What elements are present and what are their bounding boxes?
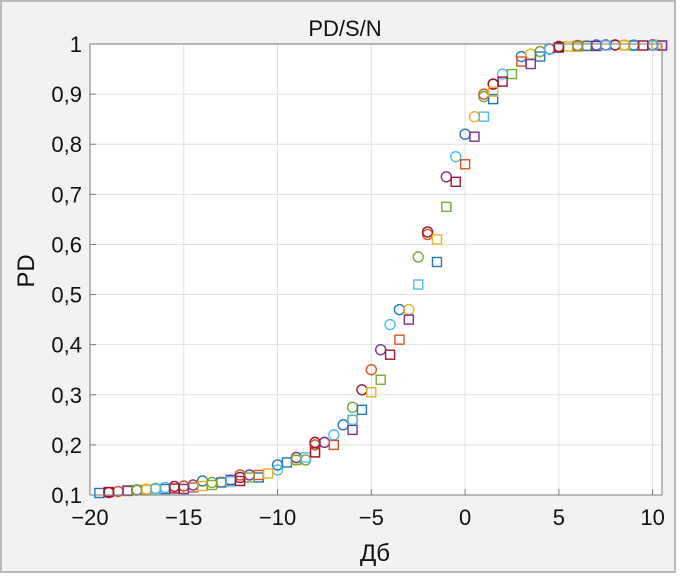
y-tick-label: 0,6 (51, 232, 82, 257)
data-point-square (506, 68, 518, 80)
plot-border (89, 43, 663, 496)
data-markers (94, 39, 668, 499)
data-point-square (450, 176, 461, 188)
data-point-square (497, 76, 508, 87)
chart-title: PD/S/N (308, 16, 381, 41)
data-point-square (150, 483, 161, 495)
data-point-circle (450, 151, 462, 163)
y-tick-label: 0,9 (51, 82, 82, 107)
data-point-square (347, 424, 358, 436)
data-point-square (131, 484, 143, 496)
data-point-square (534, 51, 546, 62)
data-point-square (572, 41, 583, 52)
data-point-square (328, 439, 340, 451)
data-point-circle (421, 226, 434, 238)
data-point-square (356, 404, 368, 416)
data-point-square (431, 234, 443, 245)
data-point-square (469, 131, 480, 142)
data-point-square (488, 93, 499, 105)
y-axis-label: PD (13, 254, 40, 287)
data-point-square (206, 479, 218, 491)
x-tick-label: −20 (71, 505, 108, 530)
data-point-square (169, 483, 180, 494)
y-tick-label: 0,4 (51, 333, 82, 358)
data-point-square (412, 279, 424, 290)
data-point-square (394, 334, 405, 345)
data-point-square (488, 86, 499, 97)
x-tick-label: −10 (259, 505, 296, 530)
axis-ticks: −20 −15 −10 −5 0 5 10 0,1 0,2 0,3 0,4 0,5 0,6 0,7 0,8 0… (51, 32, 664, 530)
y-tick-label: 0,8 (51, 132, 82, 157)
data-point-square (403, 314, 415, 325)
data-point-square (309, 447, 321, 458)
x-axis-label: Дб (360, 540, 390, 567)
x-tick-label: 10 (640, 505, 664, 530)
data-point-circle (384, 318, 396, 331)
x-tick-label: −5 (359, 505, 384, 530)
data-point-square (431, 256, 443, 268)
y-tick-label: 0,1 (51, 483, 82, 508)
data-point-square (441, 201, 452, 213)
data-point-square (478, 111, 490, 122)
data-point-square (375, 374, 386, 385)
plot-area (90, 44, 662, 495)
data-point-square (638, 40, 649, 51)
y-tick-label: 0,2 (51, 433, 82, 458)
data-point-square (600, 40, 611, 51)
data-point-square (459, 159, 471, 170)
x-tick-label: 0 (459, 505, 471, 530)
data-point-square (525, 58, 536, 70)
y-tick-label: 0,3 (51, 383, 82, 408)
y-tick-label: 1 (70, 32, 82, 57)
data-point-square (366, 387, 377, 398)
data-point-square (103, 486, 114, 498)
data-point-square (234, 475, 246, 487)
x-tick-label: −15 (165, 505, 202, 530)
data-point-square (619, 40, 630, 51)
y-tick-label: 0,5 (51, 283, 82, 308)
data-point-circle (412, 251, 424, 263)
data-point-square (347, 414, 358, 426)
x-tick-label: 5 (553, 505, 565, 530)
data-point-square (262, 468, 274, 479)
data-point-square (553, 42, 565, 53)
data-point-circle (365, 364, 378, 376)
y-tick-label: 0,7 (51, 182, 82, 207)
data-point-square (384, 349, 396, 360)
